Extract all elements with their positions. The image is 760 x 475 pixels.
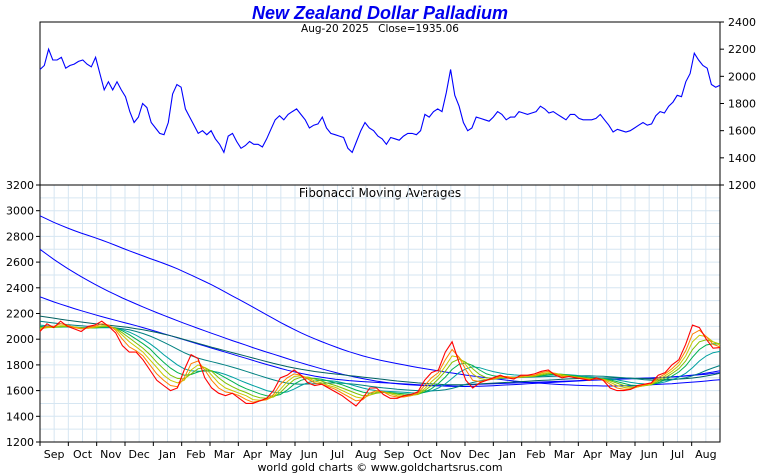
x-tick-label: Jan xyxy=(158,448,176,461)
x-tick-label: Jun xyxy=(640,448,658,461)
x-tick-label: Aug xyxy=(355,448,376,461)
upper-y-tick-label: 1400 xyxy=(728,152,756,165)
upper-frame xyxy=(39,21,721,186)
fib-ma-line-3 xyxy=(40,325,721,399)
x-tick-label: Mar xyxy=(214,448,235,461)
x-tick-label: Mar xyxy=(554,448,575,461)
chart-subtitle: Aug-20 2025 Close=1935.06 xyxy=(0,23,760,35)
upper-y-tick-label: 1600 xyxy=(728,125,756,138)
lower-y-tick-label: 2400 xyxy=(6,282,34,295)
x-tick-label: Nov xyxy=(100,448,122,461)
lower-y-tick-label: 2200 xyxy=(6,308,34,321)
chart-title: New Zealand Dollar Palladium xyxy=(251,3,509,23)
close-label: Close=1935.06 xyxy=(378,23,459,35)
x-tick-label: Jul xyxy=(330,448,344,461)
x-tick-label: Feb xyxy=(186,448,205,461)
fib-ma-line-7 xyxy=(39,315,721,386)
x-tick-label: May xyxy=(269,448,292,461)
date-label: Aug-20 2025 xyxy=(301,23,369,35)
x-tick-label: Sep xyxy=(44,448,65,461)
x-tick-label: Nov xyxy=(440,448,462,461)
lower-y-tick-label: 1600 xyxy=(6,385,34,398)
upper-price-panel: 1200 1400 1600 1800 2000 2200 2400 xyxy=(39,16,756,192)
lower-fib-panel: 1200 1400 1600 1800 2000 2200 2400 2600 2800 3000… xyxy=(6,179,721,461)
x-tick-label: Jul xyxy=(670,448,684,461)
fib-ma-line-10 xyxy=(39,215,721,387)
x-tick-label: Apr xyxy=(583,448,603,461)
fib-ma-line-0 xyxy=(39,320,721,407)
lower-y-tick-label: 1800 xyxy=(6,359,34,372)
lower-y-tick-label: 3200 xyxy=(6,179,34,192)
x-tick-label: Oct xyxy=(73,448,93,461)
upper-y-tick-label: 2200 xyxy=(728,43,756,56)
upper-y-tick-label: 2000 xyxy=(728,70,756,83)
x-tick-label: May xyxy=(609,448,632,461)
x-tick-label: Aug xyxy=(695,448,716,461)
lower-y-tick-label: 2800 xyxy=(6,230,34,243)
upper-y-tick-label: 1800 xyxy=(728,98,756,111)
lower-y-tick-label: 1200 xyxy=(6,436,34,449)
x-tick-label: Jan xyxy=(498,448,516,461)
x-tick-label: Dec xyxy=(469,448,490,461)
upper-y-tick-label: 1200 xyxy=(728,179,756,192)
x-tick-label: Sep xyxy=(384,448,405,461)
x-tick-label: Dec xyxy=(129,448,150,461)
lower-y-tick-label: 2600 xyxy=(6,256,34,269)
x-tick-label: Oct xyxy=(413,448,433,461)
footer-credit: world gold charts © www.goldchartsrus.co… xyxy=(257,461,503,474)
x-tick-label: Jun xyxy=(300,448,318,461)
lower-y-tick-label: 1400 xyxy=(6,410,34,423)
x-tick-label: Feb xyxy=(526,448,545,461)
upper-y-tick-label: 2400 xyxy=(728,16,756,29)
lower-y-tick-label: 3000 xyxy=(6,205,34,218)
price-series-line xyxy=(39,47,721,154)
x-tick-label: Apr xyxy=(243,448,263,461)
fib-ma-line-6 xyxy=(39,320,721,392)
lower-y-tick-label: 2000 xyxy=(6,333,34,346)
